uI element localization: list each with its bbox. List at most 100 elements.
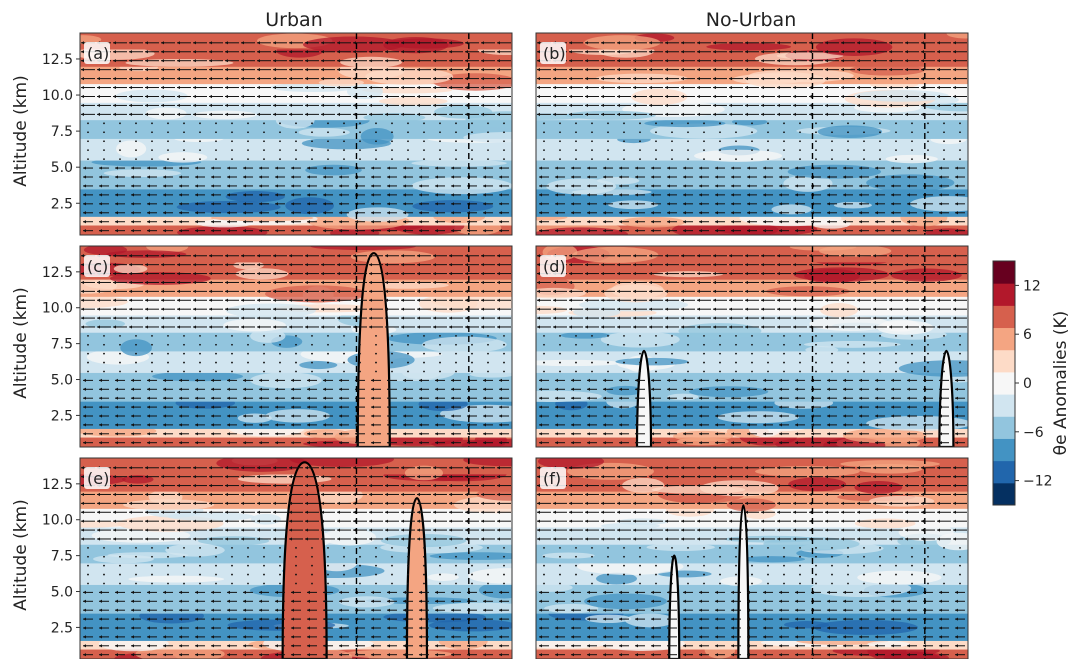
wind-arrowhead	[257, 271, 260, 276]
wind-vector	[407, 158, 409, 161]
wind-vector	[719, 334, 721, 337]
wind-arrowhead	[731, 229, 734, 233]
wind-arrowhead	[601, 94, 604, 99]
wind-vector	[767, 361, 769, 364]
wind-arrowhead	[953, 50, 956, 54]
panel-label: (c)	[87, 257, 108, 276]
anomaly-blob	[608, 200, 659, 210]
wind-vector	[815, 370, 817, 373]
wind-arrowhead	[289, 59, 292, 63]
wind-vector	[639, 361, 641, 364]
wind-arrowhead	[825, 289, 828, 293]
wind-arrowhead	[499, 599, 502, 603]
wind-arrowhead	[451, 378, 454, 382]
wind-arrowhead	[683, 414, 686, 418]
wind-arrowhead	[163, 441, 166, 445]
wind-arrowhead	[937, 112, 940, 116]
wind-arrowhead	[747, 202, 750, 206]
wind-arrowhead	[843, 378, 846, 382]
wind-arrowhead	[571, 387, 574, 391]
wind-arrowhead	[713, 307, 716, 311]
wind-arrowhead	[763, 414, 766, 418]
wind-arrowhead	[179, 599, 182, 603]
wind-arrowhead	[681, 316, 684, 320]
wind-vector	[359, 352, 361, 355]
wind-arrowhead	[905, 307, 908, 311]
wind-arrowhead	[161, 103, 164, 108]
wind-arrowhead	[859, 387, 862, 391]
wind-arrowhead	[259, 378, 262, 382]
wind-arrowhead	[419, 387, 422, 391]
wind-arrowhead	[163, 626, 166, 630]
wind-arrowhead	[371, 193, 374, 197]
wind-vector	[167, 149, 169, 152]
wind-arrowhead	[179, 229, 182, 233]
wind-arrowhead	[275, 635, 278, 639]
wind-arrowhead	[115, 211, 118, 215]
wind-vector	[911, 343, 913, 346]
wind-arrowhead	[699, 396, 702, 400]
wind-vector	[815, 334, 817, 337]
wind-arrowhead	[211, 378, 214, 382]
anomaly-blob	[597, 176, 640, 185]
wind-arrowhead	[603, 229, 606, 233]
wind-arrowhead	[371, 184, 374, 188]
wind-arrowhead	[793, 94, 796, 99]
wind-vector	[927, 158, 929, 161]
wind-arrowhead	[731, 405, 734, 409]
wind-vector	[359, 158, 361, 161]
wind-arrowhead	[129, 316, 132, 320]
wind-arrowhead	[729, 94, 732, 99]
wind-arrowhead	[875, 166, 878, 170]
wind-arrowhead	[147, 423, 150, 427]
wind-vector	[959, 158, 961, 161]
wind-arrowhead	[681, 50, 684, 54]
wind-arrowhead	[747, 229, 750, 233]
wind-vector	[607, 122, 609, 125]
wind-arrowhead	[873, 85, 876, 90]
wind-vector	[439, 131, 441, 134]
wind-arrowhead	[483, 220, 486, 224]
panel-e	[80, 458, 512, 659]
wind-vector	[575, 361, 577, 364]
anomaly-blob	[783, 174, 833, 192]
wind-arrowhead	[777, 280, 780, 285]
wind-arrowhead	[417, 254, 420, 258]
wind-arrowhead	[321, 112, 324, 116]
wind-arrowhead	[499, 220, 502, 224]
wind-arrowhead	[401, 289, 404, 293]
wind-arrowhead	[937, 103, 940, 108]
wind-arrowhead	[715, 175, 718, 179]
wind-vector	[119, 131, 121, 134]
anomaly-blob	[536, 287, 586, 299]
wind-arrowhead	[483, 414, 486, 418]
wind-arrowhead	[891, 423, 894, 427]
wind-arrowhead	[419, 202, 422, 206]
wind-arrowhead	[209, 325, 212, 329]
wind-arrowhead	[827, 175, 830, 179]
wind-arrowhead	[403, 653, 406, 657]
wind-vector	[703, 131, 705, 134]
wind-arrowhead	[483, 184, 486, 188]
wind-arrowhead	[323, 387, 326, 391]
wind-arrowhead	[499, 202, 502, 206]
wind-arrowhead	[243, 432, 246, 436]
wind-vector	[831, 343, 833, 346]
wind-arrowhead	[683, 184, 686, 188]
wind-arrowhead	[115, 193, 118, 197]
wind-arrowhead	[921, 85, 924, 90]
anomaly-blob	[305, 164, 362, 176]
wind-arrowhead	[827, 378, 830, 382]
wind-arrowhead	[857, 112, 860, 116]
wind-arrowhead	[81, 271, 84, 276]
wind-arrowhead	[683, 229, 686, 233]
wind-arrowhead	[713, 289, 716, 293]
wind-arrowhead	[889, 76, 892, 81]
wind-vector	[87, 158, 89, 161]
wind-arrowhead	[193, 94, 196, 99]
wind-arrowhead	[401, 94, 404, 99]
wind-arrowhead	[337, 41, 340, 45]
wind-arrowhead	[681, 298, 684, 302]
wind-arrowhead	[307, 414, 310, 418]
